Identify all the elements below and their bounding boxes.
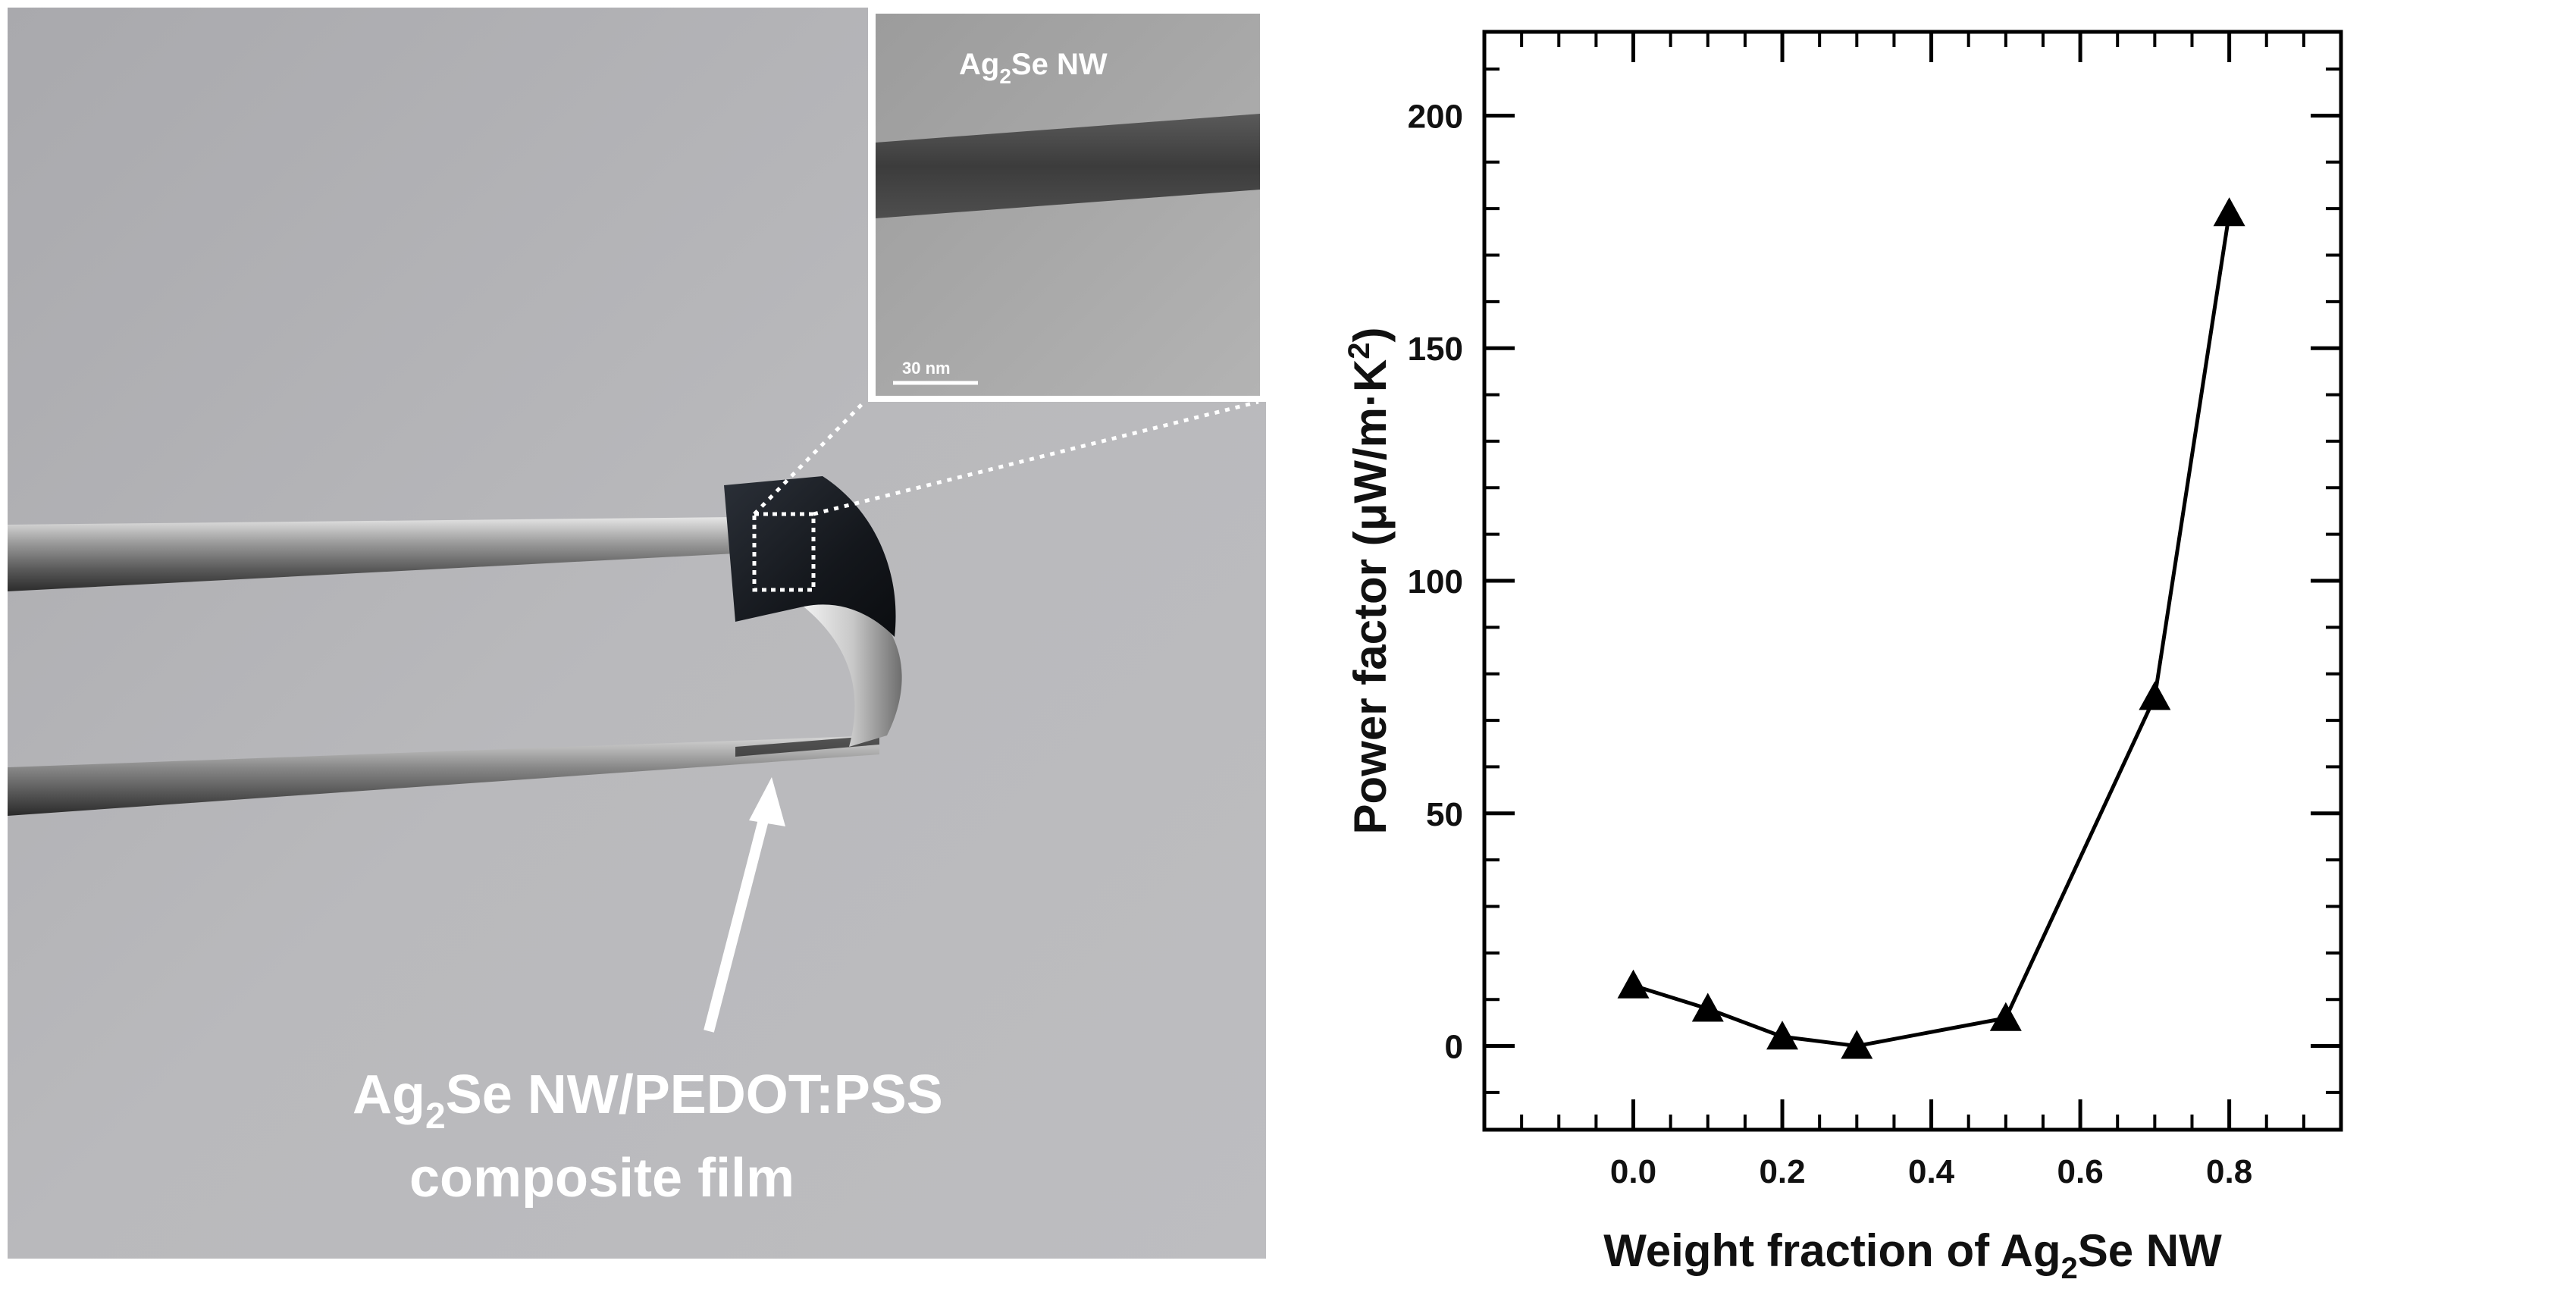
scale-bar-label: 30 nm <box>902 359 951 378</box>
x-tick-label: 0.0 <box>1610 1153 1656 1190</box>
inset-label: Ag2Se NW <box>959 48 1108 88</box>
x-tick-label: 0.2 <box>1759 1153 1805 1190</box>
y-tick-label: 100 <box>1408 563 1463 600</box>
minor-ticks <box>1483 32 2343 1130</box>
data-point-triangle <box>1841 1030 1873 1059</box>
tem-inset: Ag2Se NW 30 nm <box>868 8 1266 402</box>
caption-arrow <box>704 777 785 1033</box>
zoom-line-left <box>753 400 866 516</box>
photo-panel: Ag2Se NW 30 nm Ag2Se NW/PEDOT:PSS compos… <box>8 8 1266 1259</box>
tweezer-upper-arm <box>8 517 735 591</box>
major-ticks <box>1484 32 2341 1130</box>
plot-frame <box>1482 30 2343 1132</box>
x-tick-label: 0.8 <box>2206 1153 2252 1190</box>
chart-panel: 0.0 0.2 0.4 0.6 0.8 0 50 100 150 200 Power factor… <box>1289 0 2576 1295</box>
data-point-triangle <box>2139 681 2171 710</box>
nanowire <box>876 114 1260 218</box>
y-tick-label: 150 <box>1408 331 1463 368</box>
y-tick-label: 0 <box>1445 1029 1463 1066</box>
composite-film <box>724 476 896 637</box>
data-point-triangle <box>1766 1021 1799 1050</box>
selection-box <box>752 512 816 592</box>
tweezer-serration <box>735 735 879 757</box>
caption-line-1: Ag2Se NW/PEDOT:PSS <box>353 1065 943 1137</box>
y-axis-label: Power factor (μW/m·K2) <box>1343 328 1396 835</box>
x-axis-label: Weight fraction of Ag2Se NW <box>1603 1225 2222 1285</box>
y-tick-label: 200 <box>1408 98 1463 135</box>
y-tick-label: 50 <box>1426 796 1463 833</box>
caption-line-2: composite film <box>409 1148 794 1209</box>
zoom-line-right <box>813 400 1259 516</box>
series-layer <box>1617 197 2245 1059</box>
tweezer-lower-arm <box>8 735 879 816</box>
data-point-triangle <box>1989 1002 2022 1031</box>
tick-labels: 0.0 0.2 0.4 0.6 0.8 0 50 100 150 200 <box>1408 98 2253 1190</box>
x-tick-label: 0.4 <box>1908 1153 1955 1190</box>
data-point-triangle <box>1617 969 1650 999</box>
data-point-triangle <box>1691 992 1724 1022</box>
series-line <box>1632 212 2232 1049</box>
film-bend-strip <box>804 584 902 747</box>
data-point-triangle <box>2213 197 2245 227</box>
x-tick-label: 0.6 <box>2057 1153 2104 1190</box>
